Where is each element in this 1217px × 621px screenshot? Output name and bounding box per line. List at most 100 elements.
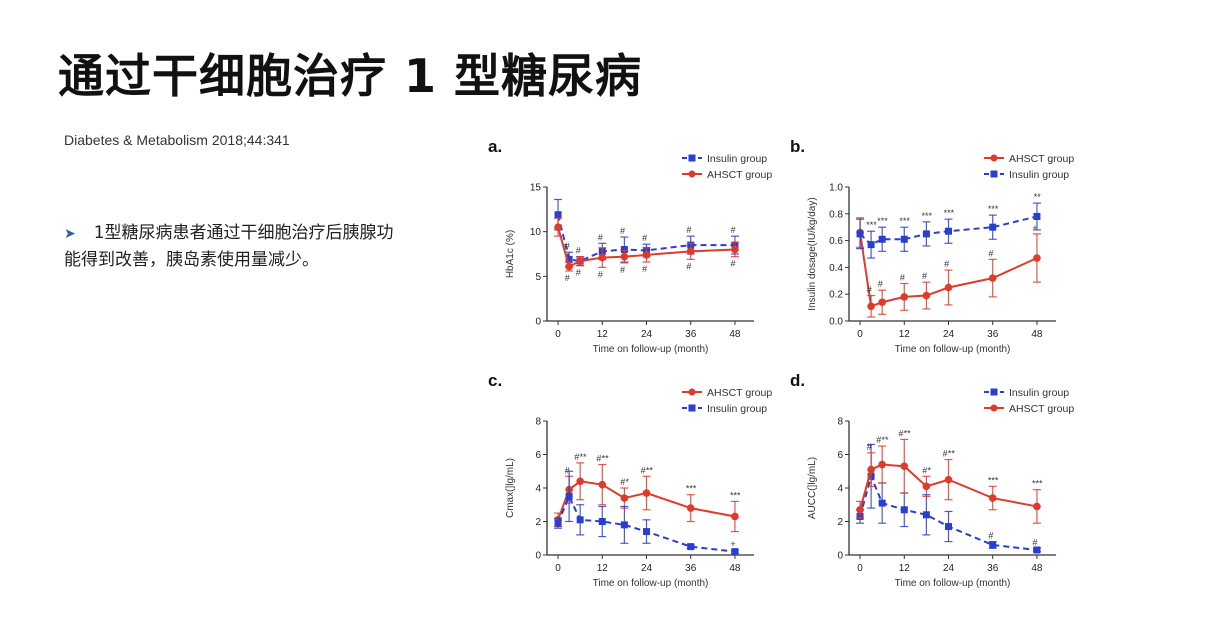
significance-annotation: *** bbox=[1032, 479, 1043, 489]
significance-annotation: # bbox=[565, 241, 571, 251]
significance-annotation: # bbox=[686, 225, 692, 235]
significance-annotation: # bbox=[620, 226, 626, 236]
legend-label: Insulin group bbox=[707, 403, 767, 415]
x-tick-label: 48 bbox=[1031, 329, 1043, 340]
data-point bbox=[900, 462, 909, 471]
x-tick-label: 24 bbox=[943, 329, 955, 340]
x-axis-title: Time on follow-up (month) bbox=[895, 344, 1011, 355]
data-point bbox=[856, 505, 864, 514]
data-point bbox=[731, 245, 739, 254]
legend-swatch-marker bbox=[688, 388, 696, 396]
y-tick-label: 0.2 bbox=[829, 290, 843, 301]
data-point bbox=[945, 523, 952, 531]
y-tick-label: 0.6 bbox=[829, 236, 843, 247]
data-point bbox=[867, 241, 875, 249]
significance-annotation: # bbox=[576, 268, 582, 278]
legend-label: Insulin group bbox=[1009, 387, 1069, 399]
legend: Insulin group AHSCT group bbox=[984, 387, 1074, 415]
arrow-bullet-icon: ➤ bbox=[64, 226, 76, 242]
data-point bbox=[620, 246, 628, 254]
significance-annotation: # bbox=[867, 285, 873, 295]
significance-annotation: *** bbox=[943, 208, 954, 218]
x-tick-label: 0 bbox=[857, 329, 863, 340]
significance-annotation: # bbox=[576, 246, 582, 256]
data-point bbox=[554, 211, 562, 219]
x-tick-label: 24 bbox=[943, 563, 955, 574]
data-point bbox=[1033, 546, 1041, 554]
y-tick-label: 10 bbox=[530, 227, 542, 238]
legend-item: AHSCT group bbox=[984, 403, 1074, 415]
series-insulin-group: *** *** ****** *** ***** bbox=[856, 192, 1041, 259]
panel-label: b. bbox=[790, 137, 805, 156]
y-axis-title: HbA1c (%) bbox=[505, 230, 516, 278]
data-point bbox=[576, 516, 584, 524]
data-point bbox=[944, 475, 953, 484]
x-axis-title: Time on follow-up (month) bbox=[593, 344, 709, 355]
legend-item: Insulin group bbox=[984, 169, 1069, 181]
significance-annotation: #** bbox=[574, 452, 587, 462]
data-point bbox=[598, 480, 607, 489]
legend-swatch-marker bbox=[688, 154, 696, 162]
significance-annotation: *** bbox=[866, 220, 877, 230]
data-point bbox=[988, 274, 997, 282]
data-point bbox=[867, 465, 875, 474]
data-point bbox=[988, 494, 997, 502]
significance-annotation: #** bbox=[898, 428, 911, 438]
data-point bbox=[687, 543, 695, 551]
panel-label: a. bbox=[488, 137, 502, 156]
x-tick-label: 12 bbox=[597, 329, 609, 340]
significance-annotation: #** bbox=[640, 465, 653, 475]
significance-annotation: # bbox=[565, 273, 571, 283]
significance-annotation: # bbox=[598, 232, 604, 242]
legend-swatch-marker bbox=[990, 388, 998, 396]
significance-annotation: # bbox=[922, 271, 928, 281]
legend: AHSCT group Insulin group bbox=[682, 387, 772, 415]
y-tick-label: 4 bbox=[837, 484, 843, 495]
significance-annotation: # bbox=[1032, 537, 1038, 547]
data-point bbox=[856, 230, 864, 238]
panel-label: c. bbox=[488, 371, 502, 390]
legend-item: Insulin group bbox=[682, 153, 767, 165]
data-point bbox=[642, 489, 651, 497]
chart-svg: b. 0.0 0.2 0.4 0.6 0.8 1.0 0 12 24 36 48 Time on fol… bbox=[790, 137, 1074, 355]
data-point bbox=[1033, 212, 1041, 220]
significance-annotation: # bbox=[565, 465, 571, 475]
x-tick-label: 12 bbox=[899, 563, 911, 574]
significance-annotation: *** bbox=[730, 490, 741, 500]
data-point bbox=[565, 255, 573, 263]
series-ahsct-group: ##**#**#*#******** bbox=[554, 452, 741, 533]
significance-annotation: *** bbox=[685, 484, 696, 494]
x-tick-label: 48 bbox=[729, 329, 741, 340]
x-tick-label: 36 bbox=[685, 329, 697, 340]
significance-annotation: #** bbox=[596, 454, 609, 464]
data-point bbox=[620, 494, 629, 502]
bullet-text: 1型糖尿病患者通过干细胞治疗后胰腺功能得到改善，胰岛素使用量减少。 bbox=[64, 223, 394, 270]
data-point bbox=[878, 499, 886, 507]
data-point bbox=[867, 302, 875, 311]
legend: Insulin group AHSCT group bbox=[682, 153, 772, 181]
data-point bbox=[643, 528, 650, 536]
legend-item: AHSCT group bbox=[682, 387, 772, 399]
data-point bbox=[1033, 502, 1041, 511]
significance-annotation: # bbox=[988, 248, 994, 258]
data-point bbox=[686, 247, 695, 256]
data-point bbox=[731, 512, 739, 521]
legend-item: AHSCT group bbox=[984, 153, 1074, 165]
data-point bbox=[686, 504, 695, 512]
legend-item: Insulin group bbox=[984, 387, 1069, 399]
data-point bbox=[598, 518, 606, 525]
x-tick-label: 0 bbox=[857, 563, 863, 574]
y-tick-label: 6 bbox=[535, 450, 541, 461]
data-point bbox=[620, 252, 629, 261]
significance-annotation: + bbox=[1032, 223, 1037, 233]
x-tick-label: 12 bbox=[899, 329, 911, 340]
data-point bbox=[554, 223, 562, 231]
x-tick-label: 36 bbox=[987, 563, 999, 574]
significance-annotation: *** bbox=[987, 204, 998, 214]
chart-panel-c: c. 0 2 4 6 8 0 12 24 36 48 Time on follow-up (month… bbox=[484, 366, 794, 591]
data-point bbox=[989, 541, 997, 549]
x-tick-label: 24 bbox=[641, 329, 653, 340]
data-point bbox=[598, 253, 607, 262]
series-line bbox=[859, 215, 1038, 246]
